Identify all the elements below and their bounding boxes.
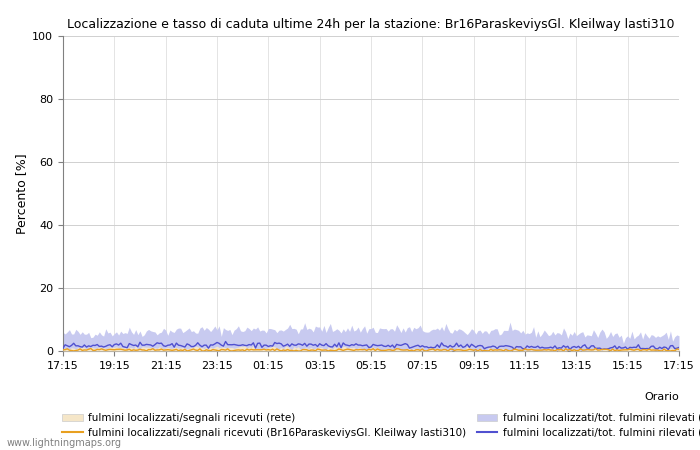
Text: Orario: Orario xyxy=(644,392,679,402)
Text: www.lightningmaps.org: www.lightningmaps.org xyxy=(7,438,122,448)
Title: Localizzazione e tasso di caduta ultime 24h per la stazione: Br16ParaskeviysGl. : Localizzazione e tasso di caduta ultime … xyxy=(67,18,675,31)
Y-axis label: Percento [%]: Percento [%] xyxy=(15,153,28,234)
Legend: fulmini localizzati/segnali ricevuti (rete), fulmini localizzati/segnali ricevut: fulmini localizzati/segnali ricevuti (re… xyxy=(62,413,700,438)
